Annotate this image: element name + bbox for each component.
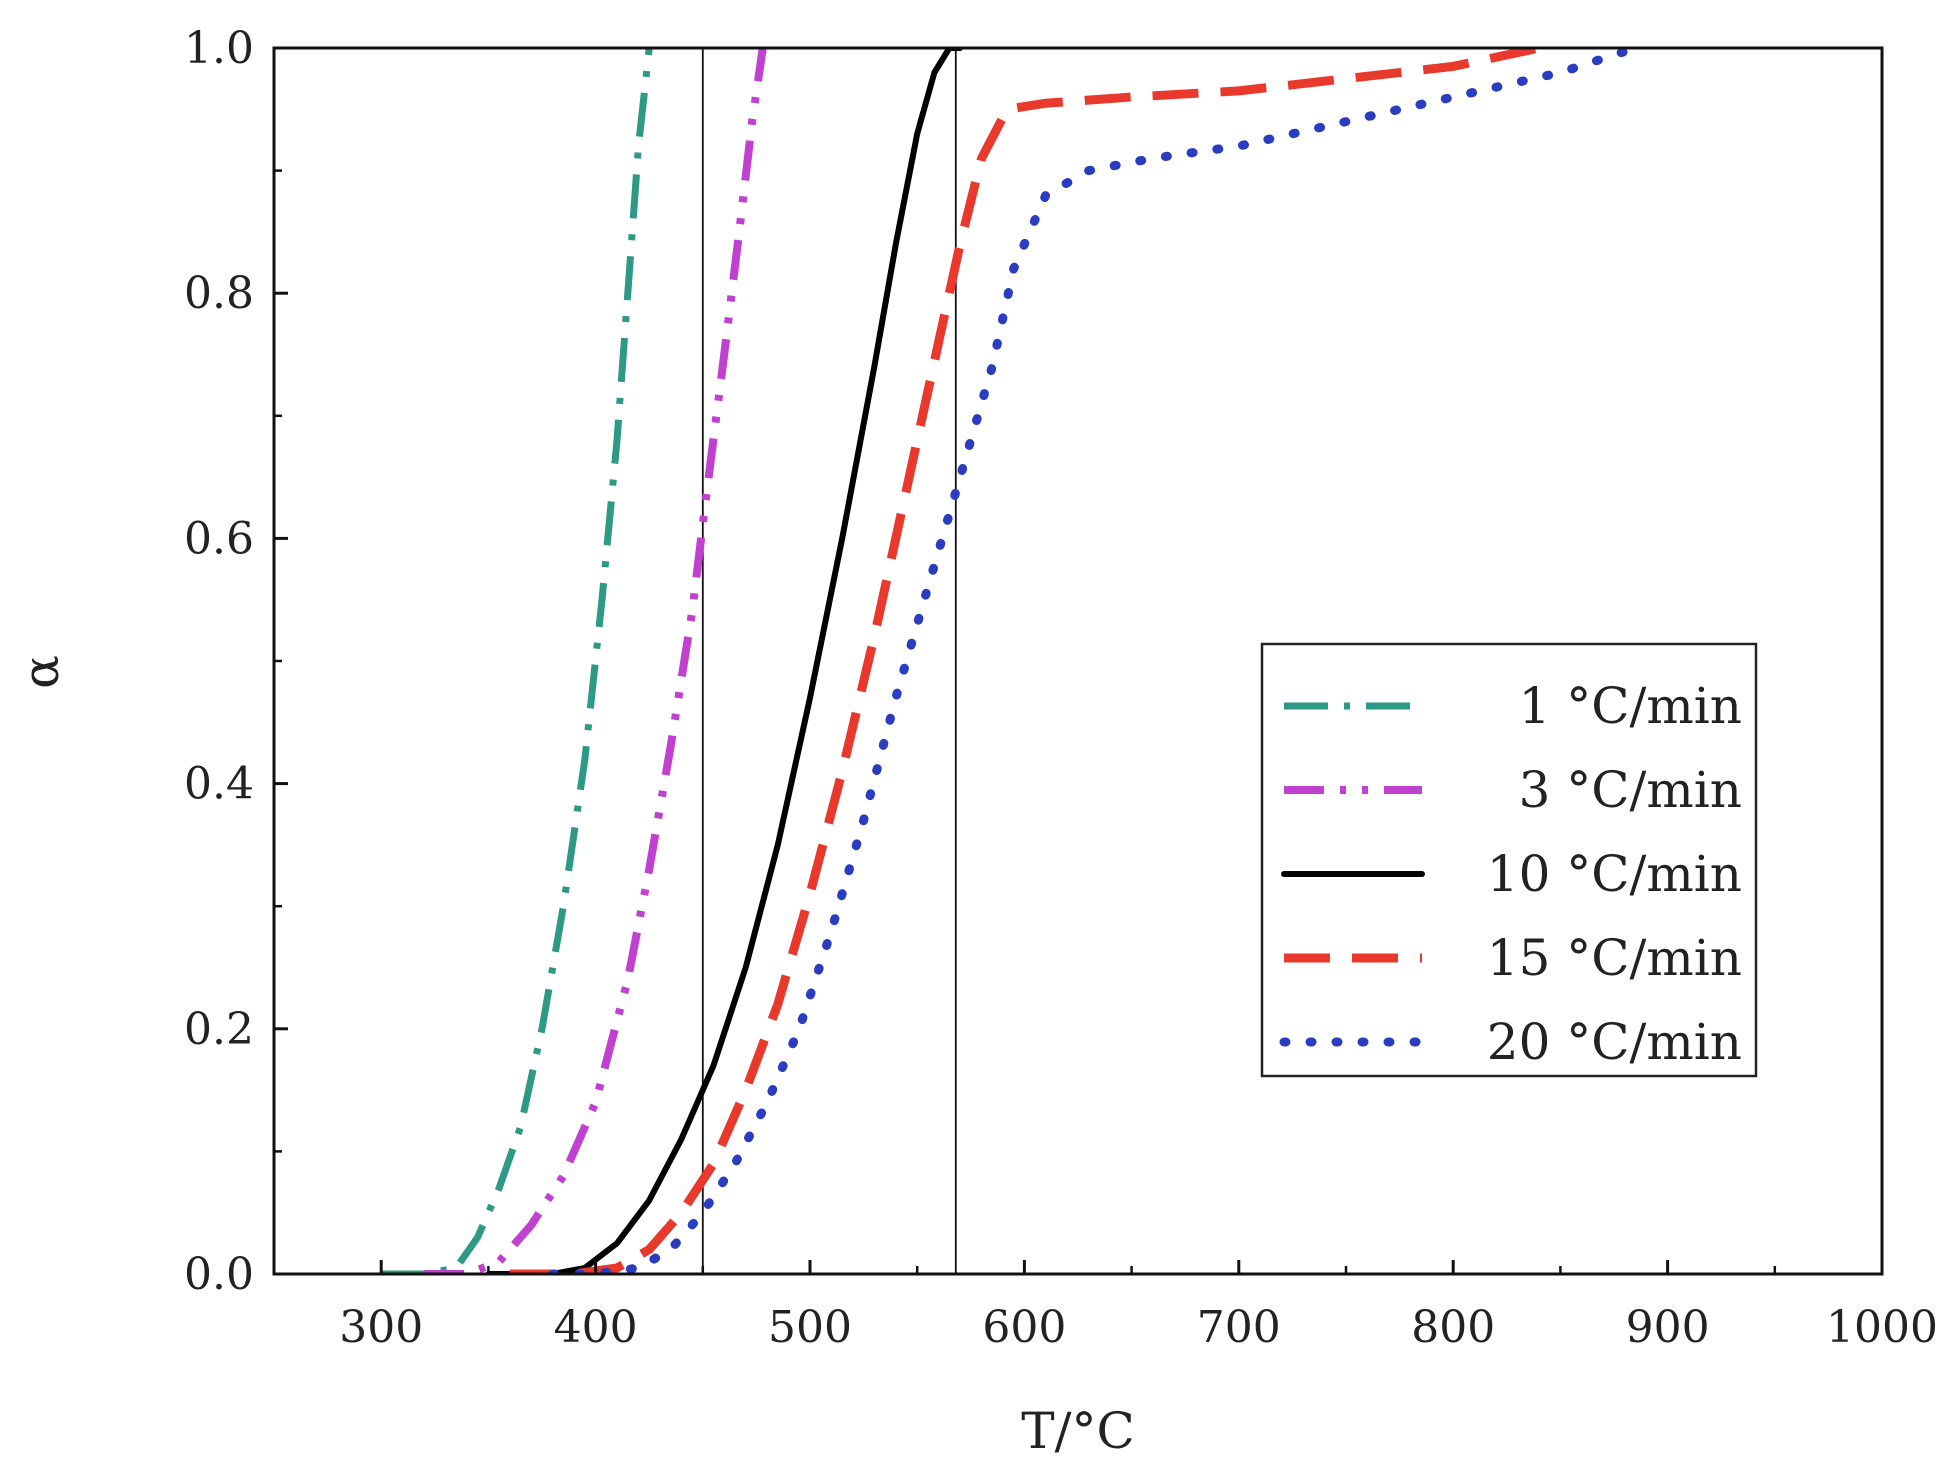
series-group: [381, 48, 1640, 1274]
x-tick-label: 300: [339, 1302, 423, 1353]
x-tick-label: 700: [1197, 1302, 1281, 1353]
y-tick-label: 0.2: [184, 1004, 254, 1055]
x-tick-label: 800: [1411, 1302, 1495, 1353]
y-axis-title: α: [12, 655, 70, 689]
series-line-1: [381, 48, 653, 1274]
series-line-10: [485, 48, 964, 1274]
y-tick-label: 0.0: [184, 1249, 254, 1300]
axes: 300 400 500 600 700 800 900 1000 0.0 0.2 0.4 0.6 0.8…: [184, 23, 1938, 1353]
x-tick-label: 900: [1626, 1302, 1710, 1353]
legend: 1 °C/min 3 °C/min 10 °C/min 15 °C/min 20 °C/…: [1260, 642, 1758, 1078]
series-line-3: [424, 48, 767, 1274]
y-tick-label: 0.6: [184, 513, 254, 564]
x-tick-label: 500: [768, 1302, 852, 1353]
x-tick-label: 600: [982, 1302, 1066, 1353]
y-tick-label: 0.4: [184, 759, 254, 810]
legend-label-15: 15 °C/min: [1487, 929, 1742, 987]
legend-label-10: 10 °C/min: [1487, 845, 1742, 903]
legend-label-20: 20 °C/min: [1487, 1013, 1742, 1071]
legend-label-1: 1 °C/min: [1519, 677, 1742, 735]
legend-label-3: 3 °C/min: [1519, 761, 1742, 819]
y-tick-label: 0.8: [184, 268, 254, 319]
legend-box: [1260, 642, 1758, 1078]
y-tick-label: 1.0: [184, 23, 254, 74]
x-tick-label: 1000: [1826, 1302, 1938, 1353]
x-tick-label: 400: [554, 1302, 638, 1353]
x-axis-title: T/°C: [1021, 1402, 1134, 1460]
series-line-15: [509, 48, 1540, 1274]
